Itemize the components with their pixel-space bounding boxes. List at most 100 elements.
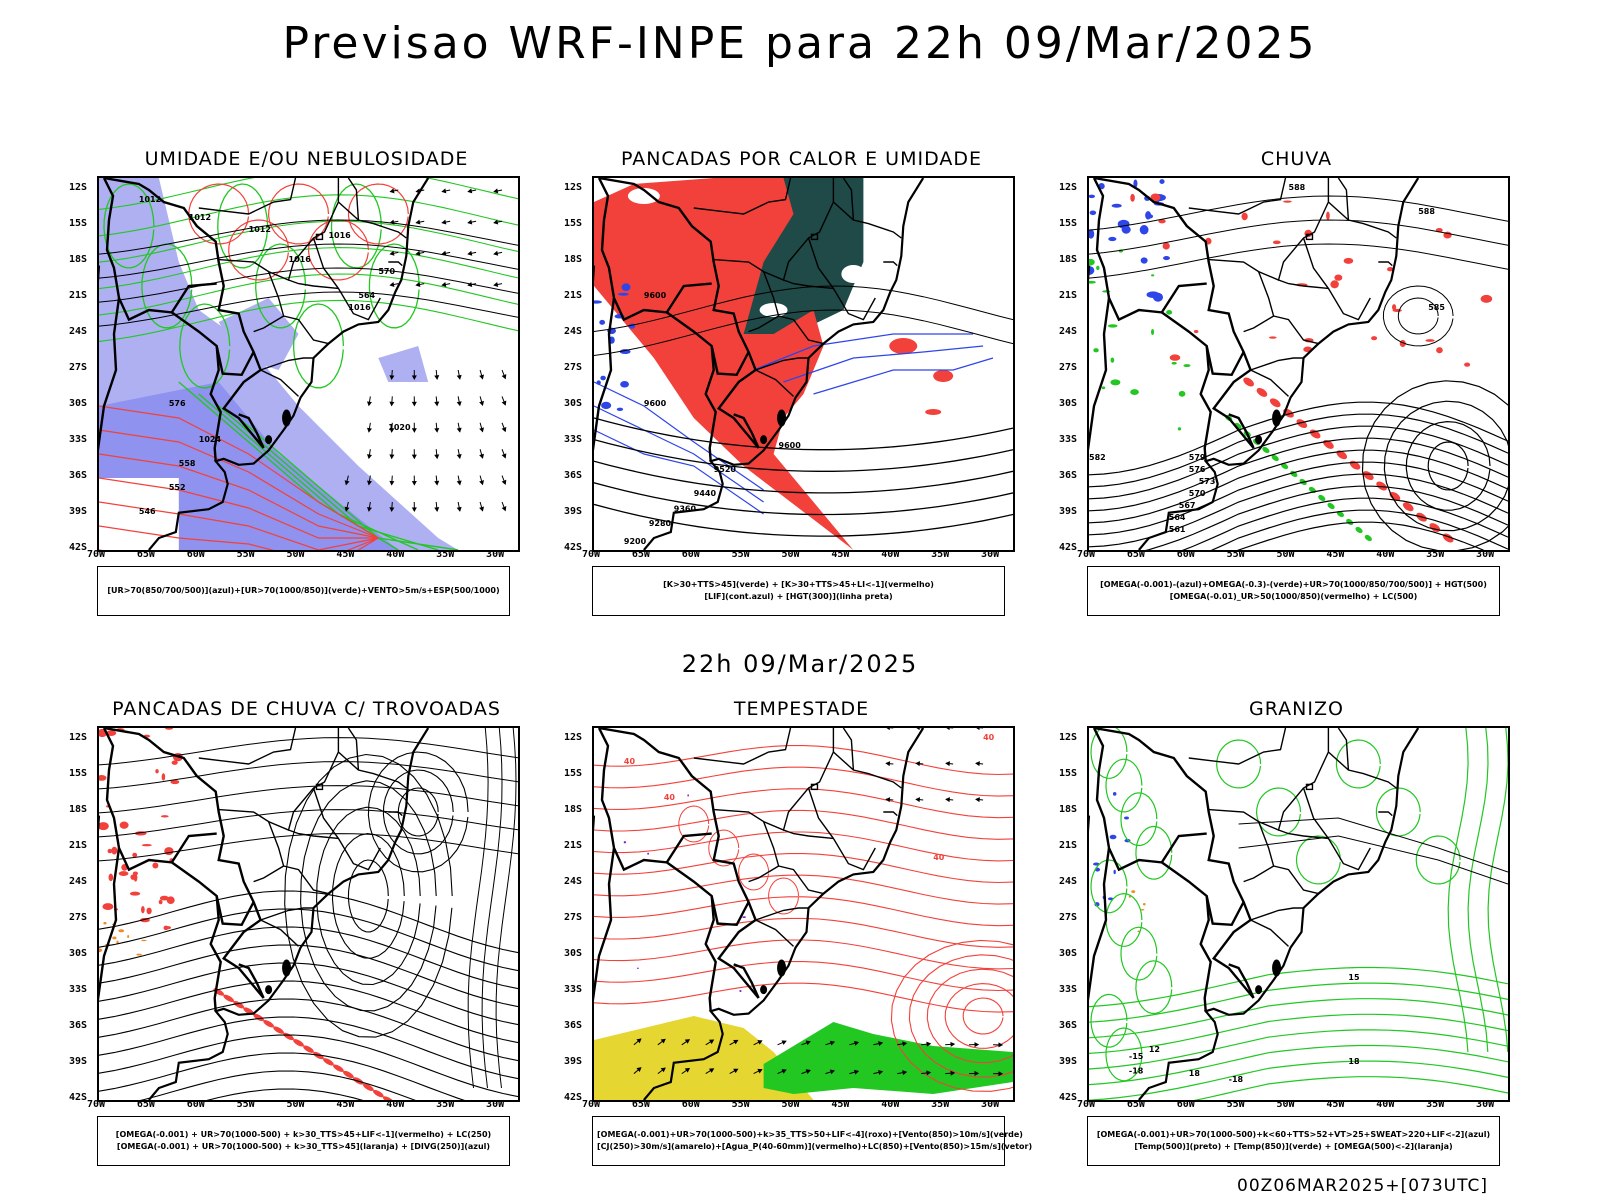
- longitude-tick-label: 55W: [731, 1099, 750, 1110]
- legend-line: [CJ(250)>30m/s](amarelo)+[Agua_P(40-60mm…: [597, 1142, 1033, 1151]
- temp850-west-line: [1090, 859, 1128, 914]
- geography: [99, 178, 430, 550]
- band-cell: [293, 1039, 304, 1047]
- wind-arrow-head: [456, 454, 462, 460]
- wind-arrow-head: [479, 453, 485, 459]
- longitude-tick-label: 70W: [582, 1099, 601, 1110]
- streamlines-south-line: [99, 1052, 465, 1100]
- country-border: [1228, 963, 1255, 999]
- temp850-loops-line: [1415, 835, 1461, 885]
- rain-green-cell: [1089, 280, 1096, 284]
- lc850-loops-line: [962, 997, 1004, 1035]
- band-cell: [1309, 429, 1321, 439]
- hgt300-north-line: [594, 309, 1013, 356]
- anticyclone-streamlines: [284, 753, 453, 1038]
- latitude-tick-label: 42S: [69, 1092, 88, 1103]
- rain-red-cell: [1464, 362, 1471, 367]
- band-cell: [1243, 377, 1254, 387]
- rain-green-cell: [1110, 357, 1115, 363]
- water-vapour-contours-line: [594, 809, 1013, 840]
- rain-blue-cell: [1140, 257, 1148, 264]
- hgt500-north-line: [1089, 195, 1508, 231]
- state-border: [1273, 865, 1319, 895]
- rain-red-cell: [1269, 336, 1277, 339]
- small-red-loops-line: [738, 853, 770, 891]
- longitude-tick-label: 45W: [336, 549, 355, 560]
- green-humidity-contours-line: [330, 183, 382, 269]
- band-cell: [1402, 502, 1414, 512]
- temp850-east-line: [1447, 728, 1469, 1053]
- storm-red-cell: [111, 846, 118, 855]
- rain-blue-cell: [1163, 256, 1170, 261]
- panel-title: UMIDADE E/OU NEBULOSIDADE: [144, 148, 469, 170]
- red-thickness-loops-line: [307, 219, 369, 281]
- red-thickness-contours-line: [99, 501, 379, 550]
- hgt300-contours: [594, 417, 1013, 537]
- country-border: [238, 963, 265, 999]
- legend-line: [OMEGA(-0.001)+UR>70(1000-500)+k>35_TTS>…: [597, 1130, 1023, 1139]
- band-cell: [253, 1013, 264, 1022]
- contour-label: 1012: [139, 195, 161, 204]
- hgt500-contours-line: [1089, 425, 1508, 500]
- state-border: [1278, 829, 1329, 840]
- band-cell: [372, 1089, 384, 1098]
- contour-label: 18: [1348, 1057, 1360, 1066]
- water-vapour-contours-line: [594, 917, 1013, 948]
- storm-red-cell: [107, 848, 113, 854]
- wind-arrow-head: [366, 427, 372, 433]
- latitude-tick-label: 42S: [564, 1092, 583, 1103]
- wind-arrow-head: [878, 1041, 884, 1047]
- state-border: [288, 829, 339, 840]
- wind-arrow-head: [467, 282, 473, 287]
- water-vapour-contours-line: [594, 831, 1013, 862]
- rain-blue-cell: [1089, 229, 1095, 239]
- geography: [99, 728, 430, 1100]
- country-border: [1199, 345, 1212, 462]
- streamlines-south-line: [99, 1034, 518, 1098]
- wind-arrow-head: [974, 1042, 980, 1048]
- band-cell: [233, 1001, 245, 1009]
- lagoa-dos-patos: [282, 409, 292, 427]
- state-border: [755, 919, 794, 947]
- contour-label: 570: [1189, 489, 1206, 498]
- rain-red-cell: [1480, 294, 1493, 303]
- green-humidity-lines-line: [99, 194, 518, 237]
- panel-umidade: UMIDADE E/OU NEBULOSIDADE 1012 1012 1012 101…: [67, 148, 526, 618]
- severe-purple-cell: [742, 916, 746, 918]
- country-border: [1093, 728, 1255, 999]
- contour-label: 561: [1169, 525, 1186, 534]
- contour-label: 1012: [189, 213, 211, 222]
- panel-legend: [K>30+TTS>45](verde) + [K>30+TTS>45+LI<-…: [592, 566, 1005, 616]
- lagoa-dos-patos: [1272, 409, 1282, 427]
- anticyclone-streamlines-line: [284, 753, 453, 1038]
- wind-arrow-head: [829, 1040, 835, 1046]
- contour-label: 12: [1149, 1045, 1160, 1054]
- country-border: [1228, 413, 1255, 449]
- contour-label: 582: [1089, 453, 1106, 462]
- green-humidity-contours-line: [292, 303, 345, 389]
- rain-red-cell: [1130, 193, 1135, 202]
- wind-arrow-head: [434, 401, 440, 407]
- wind-arrow-head: [411, 454, 417, 460]
- state-border: [1250, 919, 1289, 947]
- rain-red-cell: [1343, 257, 1354, 264]
- rain-blue-cell: [1089, 210, 1097, 216]
- longitude-tick-label: 60W: [1176, 1099, 1195, 1110]
- longitude-tick-label: 55W: [1226, 549, 1245, 560]
- latitude-tick-label: 36S: [69, 1020, 88, 1031]
- state-border: [1250, 907, 1303, 921]
- storm-red-cell: [133, 874, 138, 882]
- latitude-tick-label: 39S: [564, 1056, 583, 1067]
- legend-line: [Temp(500)](preto) + [Temp(850)](verde) …: [1134, 1142, 1453, 1151]
- storm-red-cell: [141, 844, 152, 847]
- wind-arrow-head: [781, 1069, 787, 1074]
- streamlines-north-line: [99, 809, 518, 838]
- hail-blue-cell: [1124, 816, 1129, 820]
- hgt500-contours-line: [1089, 413, 1508, 488]
- severe-purple-cell: [647, 852, 650, 855]
- panel-legend: [OMEGA(-0.001) + UR>70(1000-500) + k>30_…: [97, 1116, 510, 1166]
- contour-label: 567: [1179, 501, 1196, 510]
- state-border: [260, 907, 313, 921]
- temp850-south-line: [1193, 1076, 1508, 1100]
- latitude-tick-label: 12S: [69, 182, 88, 193]
